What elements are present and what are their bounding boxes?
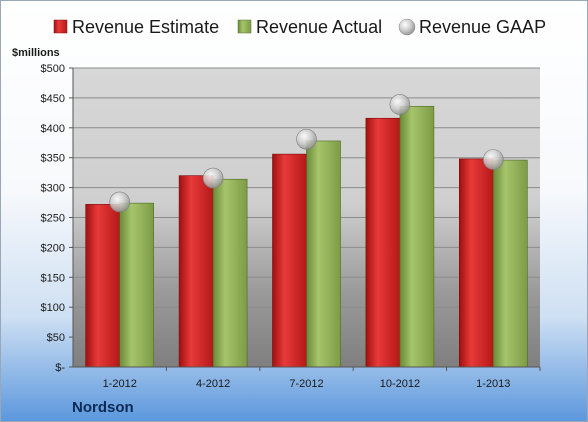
company-name: Nordson [72,399,134,416]
bar-actual [399,105,435,368]
x-tick-label: 7-2012 [289,378,323,390]
bar-actual [119,202,154,368]
y-tick-label: $400 [41,123,65,135]
bar-estimate [85,204,120,368]
legend-item-actual: Revenue Actual [237,17,382,37]
bar-estimate [365,117,401,368]
gaap-marker [296,128,317,150]
x-axis: 1-2012 4-2012 7-2012 10-2012 1-2013 [73,366,541,390]
x-tick-label: 1-2012 [103,378,137,390]
bar-estimate [458,158,494,368]
gaap-marker [482,149,504,170]
bar-estimate [178,175,214,368]
bar-estimate [272,153,307,368]
y-axis: $- $50 $100 $150 $200 $250 $300 $350 $400 $450 $50… [41,63,74,374]
y-tick-label: $450 [41,93,65,105]
gaap-marker [109,191,130,213]
unit-label: $millions [12,47,60,59]
gaap-marker [389,94,411,115]
y-tick-label: $250 [41,213,65,225]
y-tick-label: $- [55,362,65,374]
x-tick-label: 4-2012 [196,378,230,390]
bar-actual [492,159,528,368]
legend-label-gaap: Revenue GAAP [419,17,546,37]
x-tick-label: 10-2012 [380,378,420,390]
y-tick-label: $200 [41,242,65,254]
legend-label-actual: Revenue Actual [256,17,382,37]
gaap-marker [202,167,224,189]
x-tick-label: 1-2013 [476,378,510,390]
y-tick-label: $100 [41,302,65,314]
legend-item-gaap: Revenue GAAP [398,17,546,37]
y-tick-label: $150 [41,272,65,284]
y-tick-label: $50 [47,332,65,344]
y-tick-label: $350 [41,153,65,165]
legend-item-estimate: Revenue Estimate [53,17,219,37]
legend-swatch-actual [237,19,252,34]
bar-actual [306,140,341,368]
y-tick-label: $300 [41,183,65,195]
legend: Revenue Estimate Revenue Actual Revenue … [53,17,546,37]
legend-swatch-gaap [398,18,416,36]
legend-swatch-estimate [53,19,68,34]
gaap-markers [109,94,504,213]
legend-label-estimate: Revenue Estimate [72,17,219,37]
bar-actual [212,178,248,368]
y-tick-label: $500 [41,63,65,75]
bars [85,105,528,368]
